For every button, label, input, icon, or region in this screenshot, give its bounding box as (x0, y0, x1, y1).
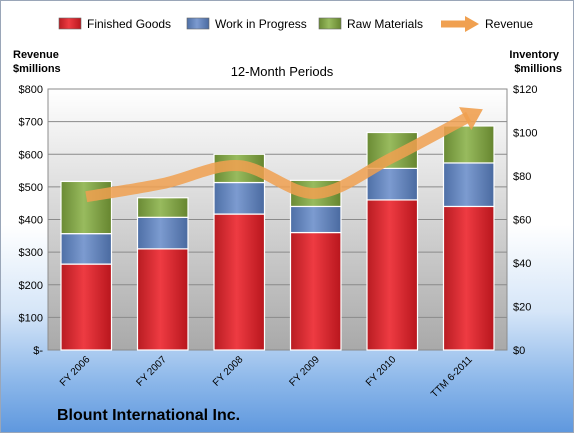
revenue-arrowhead (459, 107, 483, 131)
x-tick-label: FY 2007 (134, 354, 169, 389)
chart-title: 12-Month Periods (231, 64, 334, 79)
right-tick-label: $100 (513, 128, 537, 140)
left-tick-label: $300 (19, 247, 43, 259)
left-tick-label: $600 (19, 149, 43, 161)
left-tick-label: $- (33, 345, 43, 357)
left-axis-label-line2: $millions (13, 63, 61, 75)
left-tick-label: $400 (19, 215, 43, 227)
right-tick-label: $40 (513, 258, 531, 270)
revenue-line (85, 111, 472, 203)
x-tick-label: FY 2006 (58, 354, 93, 389)
left-tick-label: $100 (19, 312, 43, 324)
revenue-line-group (85, 107, 483, 203)
work-in-progress-bar (60, 233, 113, 265)
finished-goods-bar (442, 205, 495, 351)
legend-label: Work in Progress (215, 17, 307, 31)
finished-goods-bar (60, 263, 113, 351)
work-in-progress-bar (366, 167, 419, 201)
right-tick-label: $0 (513, 345, 525, 357)
legend-swatch (318, 17, 342, 30)
finished-goods-bar (366, 199, 419, 351)
left-tick-label: $700 (19, 117, 43, 129)
finished-goods-bar (213, 213, 266, 351)
left-axis-ticks: $- $100 $200 $300 $400 $500 $600 $700 $800 (19, 84, 44, 357)
left-axis-label-line1: Revenue (13, 49, 59, 61)
legend-arrow-swatch (465, 16, 479, 32)
x-tick-label: TTM 6-2011 (429, 354, 475, 400)
x-tick-label: FY 2008 (211, 354, 246, 389)
raw-materials-bar (136, 197, 189, 218)
x-tick-label: FY 2009 (287, 354, 322, 389)
right-axis-label-line2: $millions (514, 63, 562, 75)
legend-swatch (58, 17, 82, 30)
finished-goods-bar (289, 231, 342, 351)
right-axis-label-line1: Inventory (509, 49, 559, 61)
right-tick-label: $60 (513, 215, 531, 227)
right-axis-label: Inventory $millions (509, 49, 562, 75)
work-in-progress-bar (442, 162, 495, 208)
right-axis-ticks: $0 $20 $40 $60 $80 $100 $120 (513, 84, 537, 357)
company-name: Blount International Inc. (57, 407, 241, 424)
legend-label: Raw Materials (347, 17, 423, 31)
x-tick-label: FY 2010 (364, 354, 399, 389)
legend: Finished Goods Work in Progress Raw Materi… (58, 16, 533, 32)
left-tick-label: $200 (19, 280, 43, 292)
finished-goods-bar (136, 248, 189, 351)
work-in-progress-bar (136, 216, 189, 250)
legend-swatch (186, 17, 210, 30)
legend-label: Finished Goods (87, 17, 171, 31)
left-axis-label: Revenue $millions (13, 49, 62, 75)
right-tick-label: $120 (513, 84, 537, 96)
right-tick-label: $80 (513, 171, 531, 183)
raw-materials-bar (442, 125, 495, 164)
work-in-progress-bar (289, 205, 342, 234)
left-tick-label: $500 (19, 182, 43, 194)
legend-label: Revenue (485, 17, 533, 31)
right-tick-label: $20 (513, 302, 531, 314)
x-axis-ticks: FY 2006 FY 2007 FY 2008 FY 2009 FY 2010 TTM 6… (58, 354, 475, 400)
work-in-progress-bar (213, 181, 266, 215)
left-tick-label: $800 (19, 84, 43, 96)
